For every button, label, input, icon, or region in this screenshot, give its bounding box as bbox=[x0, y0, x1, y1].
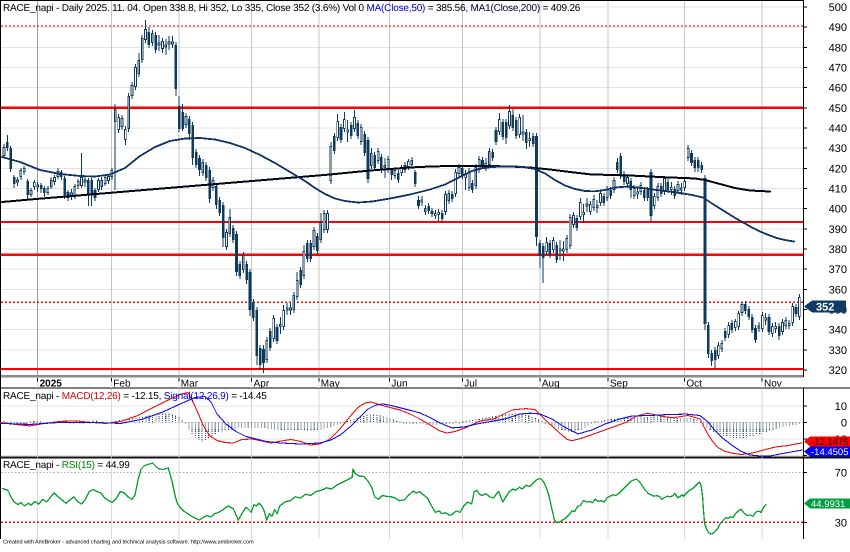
svg-text:Aug: Aug bbox=[542, 379, 560, 390]
svg-text:490: 490 bbox=[829, 22, 847, 34]
svg-text:Jun: Jun bbox=[391, 379, 407, 390]
svg-text:Feb: Feb bbox=[113, 379, 131, 390]
svg-text:70: 70 bbox=[835, 467, 847, 479]
svg-text:May: May bbox=[321, 379, 340, 390]
svg-text:370: 370 bbox=[829, 264, 847, 276]
svg-text:460: 460 bbox=[829, 83, 847, 95]
svg-text:RACE_napi - MACD(12,26) = -12.: RACE_napi - MACD(12,26) = -12.15, Signal… bbox=[3, 391, 267, 402]
svg-text:352: 352 bbox=[816, 302, 834, 314]
svg-text:360: 360 bbox=[829, 284, 847, 296]
svg-text:390: 390 bbox=[829, 224, 847, 236]
svg-text:Apr: Apr bbox=[254, 379, 270, 390]
svg-text:30: 30 bbox=[835, 517, 847, 529]
svg-text:2025: 2025 bbox=[40, 379, 63, 390]
svg-text:450: 450 bbox=[829, 103, 847, 115]
svg-text:Created with AmiBroker - advan: Created with AmiBroker - advanced charti… bbox=[3, 539, 254, 546]
svg-text:0: 0 bbox=[841, 417, 847, 429]
svg-text:330: 330 bbox=[829, 345, 847, 357]
svg-text:Jul: Jul bbox=[464, 379, 477, 390]
svg-text:340: 340 bbox=[829, 325, 847, 337]
svg-text:-12.1475: -12.1475 bbox=[811, 437, 849, 448]
svg-text:430: 430 bbox=[829, 143, 847, 155]
svg-text:Mar: Mar bbox=[181, 379, 199, 390]
svg-text:-14.4505: -14.4505 bbox=[811, 447, 849, 458]
svg-text:420: 420 bbox=[829, 163, 847, 175]
svg-text:410: 410 bbox=[829, 184, 847, 196]
svg-text:Nov: Nov bbox=[764, 379, 782, 390]
svg-text:Oct: Oct bbox=[686, 379, 702, 390]
svg-text:380: 380 bbox=[829, 244, 847, 256]
svg-text:480: 480 bbox=[829, 42, 847, 54]
svg-text:470: 470 bbox=[829, 63, 847, 75]
svg-text:500: 500 bbox=[829, 2, 847, 14]
svg-text:10: 10 bbox=[835, 401, 847, 413]
svg-text:RACE_napi - Daily 2025. 11. 04: RACE_napi - Daily 2025. 11. 04. Open 338… bbox=[3, 3, 581, 14]
svg-text:440: 440 bbox=[829, 123, 847, 135]
svg-text:Sep: Sep bbox=[610, 379, 628, 390]
svg-text:44.9931: 44.9931 bbox=[811, 499, 845, 510]
svg-text:320: 320 bbox=[829, 365, 847, 377]
svg-text:400: 400 bbox=[829, 204, 847, 216]
svg-text:RACE_napi - RSI(15) = 44.99: RACE_napi - RSI(15) = 44.99 bbox=[3, 460, 130, 471]
